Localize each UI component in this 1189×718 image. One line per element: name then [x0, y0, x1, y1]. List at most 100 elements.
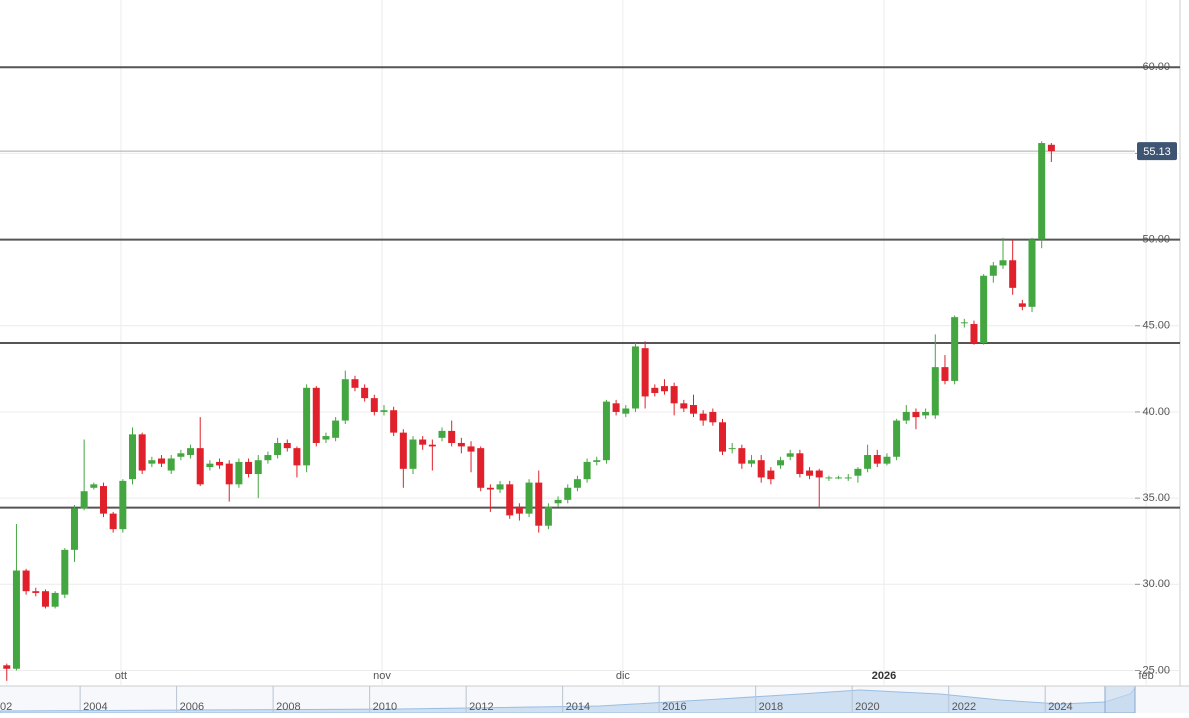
candle-body: [612, 403, 620, 412]
candle-body: [158, 458, 166, 464]
candle-body: [109, 513, 117, 530]
navigator-label: 2022: [952, 701, 976, 713]
last-price-label: 55.13: [1143, 146, 1171, 158]
candle-body: [689, 405, 697, 414]
candle-body: [370, 398, 378, 412]
candle-body: [719, 422, 727, 452]
candle-body: [177, 453, 185, 457]
candle-body: [883, 456, 891, 464]
candle-body: [980, 275, 988, 343]
candle-body: [61, 549, 69, 595]
candle-body: [806, 470, 814, 476]
candle-body: [438, 430, 446, 438]
candle-body: [593, 460, 601, 462]
candle-body: [786, 453, 794, 457]
candle-body: [332, 420, 340, 438]
candle-body: [41, 591, 49, 607]
candle-body: [1047, 144, 1055, 152]
candle-body: [777, 460, 785, 466]
candle-body: [32, 591, 40, 593]
candle-body: [525, 482, 533, 514]
candle-body: [70, 508, 78, 550]
candle-body: [428, 444, 436, 447]
navigator-label: 2020: [855, 701, 879, 713]
candle-body: [699, 413, 707, 421]
x-tick-label: feb: [1138, 670, 1153, 682]
candle-body: [51, 592, 59, 607]
candle-body: [583, 461, 591, 480]
navigator-label: 2018: [759, 701, 783, 713]
navigator-label: 2016: [662, 701, 686, 713]
candle-body: [341, 379, 349, 421]
candle-body: [380, 410, 388, 412]
candle-body: [148, 460, 156, 464]
candle-body: [486, 487, 494, 490]
candle-body: [651, 387, 659, 393]
candle-body: [854, 468, 862, 476]
candle-body: [361, 387, 369, 399]
candle-body: [554, 499, 562, 504]
candle-body: [467, 446, 475, 452]
candle-body: [312, 387, 320, 443]
candle-body: [709, 411, 717, 423]
navigator-label: 2014: [566, 701, 590, 713]
candle-body: [90, 484, 98, 488]
candle-body: [167, 458, 175, 471]
candle-body: [535, 482, 543, 526]
candle-body: [873, 455, 881, 464]
navigator-label: 2010: [373, 701, 397, 713]
candle-body: [728, 448, 736, 450]
candle-body: [3, 665, 11, 669]
candle-body: [477, 448, 485, 488]
candle-body: [274, 442, 282, 456]
candle-body: [399, 432, 407, 469]
candle-body: [448, 430, 456, 443]
candle-body: [660, 386, 668, 392]
candle-body: [844, 477, 852, 479]
candle-body: [80, 491, 88, 509]
navigator-selection[interactable]: [1104, 685, 1136, 714]
candle-body: [351, 379, 359, 388]
candle-body: [1009, 260, 1017, 288]
candle-body: [293, 448, 301, 466]
candle-body: [303, 387, 311, 466]
candle-body: [225, 463, 233, 485]
candle-body: [506, 484, 514, 516]
navigator-label: 2006: [180, 701, 204, 713]
candle-body: [970, 324, 978, 343]
candle-body: [989, 265, 997, 276]
candle-body: [409, 439, 417, 469]
navigator-label: 2004: [83, 701, 107, 713]
candle-body: [951, 317, 959, 381]
navigator-label: 02: [0, 701, 12, 713]
navigator-label: 2024: [1048, 701, 1072, 713]
candle-body: [941, 367, 949, 381]
candle-body: [680, 403, 688, 409]
candle-body: [1038, 143, 1046, 240]
candle-body: [216, 461, 224, 466]
candle-body: [12, 570, 20, 669]
candle-body: [196, 448, 204, 485]
candle-body: [641, 348, 649, 397]
candle-body: [767, 470, 775, 480]
x-tick-label: nov: [373, 670, 391, 682]
candle-body: [187, 448, 195, 456]
candle-body: [564, 487, 572, 500]
y-tick-label: 25.00: [1142, 664, 1170, 676]
candle-body: [931, 367, 939, 416]
candle-body: [864, 455, 872, 469]
x-tick-label: ott: [115, 670, 127, 682]
candle-body: [912, 411, 920, 418]
candle-body: [457, 442, 465, 447]
navigator-label: 2012: [469, 701, 493, 713]
candle-body: [22, 570, 30, 592]
candle-body: [515, 506, 523, 514]
candle-body: [815, 470, 823, 478]
candle-body: [419, 439, 427, 445]
candle-body: [670, 386, 678, 404]
candle-body: [602, 401, 610, 461]
candle-body: [631, 346, 639, 409]
candle-body: [573, 479, 581, 488]
candle-body: [264, 455, 272, 461]
